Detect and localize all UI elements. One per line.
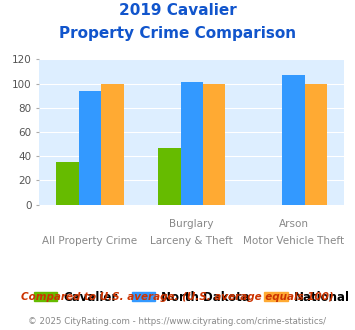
Bar (158, 148, 180, 205)
Text: Motor Vehicle Theft: Motor Vehicle Theft (243, 236, 344, 246)
Text: Burglary: Burglary (169, 219, 214, 229)
Bar (180, 82, 203, 205)
Text: Compared to U.S. average. (U.S. average equals 100): Compared to U.S. average. (U.S. average … (21, 292, 334, 302)
Bar (203, 83, 225, 205)
Bar (305, 83, 327, 205)
Text: All Property Crime: All Property Crime (42, 236, 137, 246)
Text: Arson: Arson (278, 219, 308, 229)
Text: Larceny & Theft: Larceny & Theft (150, 236, 233, 246)
Legend: Cavalier, North Dakota, National: Cavalier, North Dakota, National (29, 286, 354, 309)
Text: © 2025 CityRating.com - https://www.cityrating.com/crime-statistics/: © 2025 CityRating.com - https://www.city… (28, 317, 327, 326)
Bar (79, 91, 101, 205)
Bar (282, 75, 305, 205)
Bar (101, 83, 124, 205)
Text: Property Crime Comparison: Property Crime Comparison (59, 26, 296, 41)
Bar (56, 162, 79, 205)
Text: 2019 Cavalier: 2019 Cavalier (119, 3, 236, 18)
